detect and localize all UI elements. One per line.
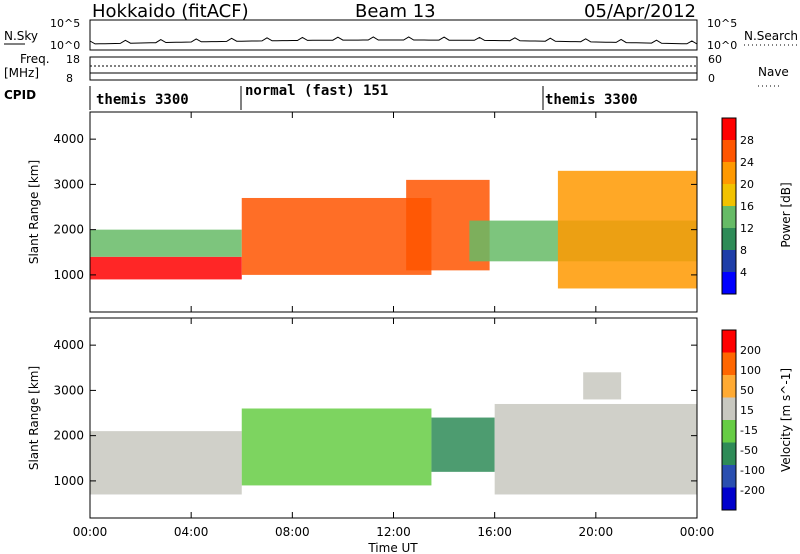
freq-label-bottom: [MHz] [4, 66, 39, 80]
station-title: Hokkaido (fitACF) [92, 1, 249, 22]
cpid-segment-1: themis 3300 [96, 92, 189, 108]
cpid-segment-3: themis 3300 [545, 92, 638, 108]
noise-trace [89, 36, 698, 45]
xtick-label-2: 08:00 [275, 525, 310, 539]
colorbar-swatch-5 [722, 375, 736, 398]
cpid-segment-2: normal (fast) 151 [245, 83, 388, 99]
velocity-ylabel: Slant Range [km] [27, 366, 41, 470]
power-yticks: 1000 2000 3000 4000 [53, 132, 697, 282]
heatmap-region-1 [90, 229, 242, 257]
xtick-label-3: 12:00 [376, 525, 411, 539]
freq-tick-bottom: 8 [66, 72, 73, 85]
heatmap-region-2 [241, 197, 432, 275]
noise-left-tick-bottom: 10^0 [50, 39, 80, 52]
colorbar-tick-6: 4 [740, 266, 747, 279]
velocity-panel: 1000 2000 3000 4000 Slant Range [km] 200 100… [27, 317, 793, 519]
nave-tick-bottom: 0 [708, 72, 715, 85]
power-ylabel: Slant Range [km] [27, 160, 41, 264]
colorbar-swatch-1 [722, 465, 736, 488]
colorbar-frame [721, 329, 737, 511]
power-colorbar: 28 24 20 16 12 8 4 [721, 117, 754, 295]
colorbar-swatch-3 [722, 206, 736, 228]
noise-right-tick-top: 10^5 [707, 17, 737, 30]
heatmap-region-5 [557, 170, 697, 289]
heatmap-region-3 [494, 403, 697, 495]
colorbar-swatch-2 [722, 442, 736, 465]
colorbar-tick-5: 8 [740, 244, 747, 257]
colorbar-tick-5: -50 [740, 444, 758, 457]
colorbar-tick-1: 24 [740, 156, 754, 169]
heatmap-region-4 [583, 372, 622, 400]
colorbar-tick-4: 12 [740, 222, 754, 235]
colorbar-tick-0: 200 [740, 344, 761, 357]
freq-tick-top: 18 [66, 53, 80, 66]
ytick-label-0: 1000 [53, 268, 84, 282]
colorbar-swatch-6 [722, 140, 736, 162]
colorbar-tick-7: -200 [740, 484, 765, 497]
ytick-label-1: 2000 [53, 429, 84, 443]
ytick-label-2: 3000 [53, 177, 84, 191]
colorbar-tick-3: 15 [740, 404, 754, 417]
noise-right-label: N.Search [744, 29, 798, 43]
beam-title: Beam 13 [355, 1, 436, 22]
noise-panel: N.Sky 10^5 10^0 10^5 10^0 N.Search [4, 17, 798, 52]
colorbar-tick-3: 16 [740, 200, 754, 213]
colorbar-swatch-4 [722, 397, 736, 420]
colorbar-swatch-7 [722, 118, 736, 140]
colorbar-swatch-0 [722, 272, 736, 294]
colorbar-tick-2: 20 [740, 178, 754, 191]
power-heatmap [90, 170, 697, 289]
velocity-heatmap [90, 372, 697, 495]
power-panel: 1000 2000 3000 4000 Slant Range [km] 28 24 20… [27, 111, 793, 313]
colorbar-swatch-7 [722, 330, 736, 353]
colorbar-swatch-6 [722, 352, 736, 375]
colorbar-swatch-2 [722, 228, 736, 250]
velocity-colorbar: 200 100 50 15 -15 -50 -100 -200 [721, 329, 765, 511]
date-title: 05/Apr/2012 [584, 1, 696, 22]
xtick-label-4: 16:00 [477, 525, 512, 539]
power-colorbar-label: Power [dB] [779, 182, 793, 247]
colorbar-tick-0: 28 [740, 134, 754, 147]
nave-label: Nave [758, 65, 789, 79]
colorbar-swatch-3 [722, 420, 736, 443]
heatmap-region-1 [241, 408, 432, 486]
velocity-colorbar-label: Velocity [m s^-1] [779, 368, 793, 472]
colorbar-frame [721, 117, 737, 295]
x-axis-ticks: 00:00 04:00 08:00 12:00 16:00 20:00 00:00 [73, 112, 715, 539]
nave-tick-top: 60 [708, 53, 722, 66]
colorbar-swatch-5 [722, 162, 736, 184]
ytick-label-3: 4000 [53, 132, 84, 146]
colorbar-swatch-1 [722, 250, 736, 272]
heatmap-region-0 [90, 256, 242, 280]
velocity-yticks: 1000 2000 3000 4000 [53, 338, 697, 488]
colorbar-swatch-0 [722, 487, 736, 510]
xtick-label-6: 00:00 [680, 525, 715, 539]
colorbar-tick-6: -100 [740, 464, 765, 477]
cpid-label: CPID [4, 88, 36, 102]
xtick-label-1: 04:00 [174, 525, 209, 539]
colorbar-tick-1: 100 [740, 364, 761, 377]
ytick-label-0: 1000 [53, 474, 84, 488]
colorbar-tick-2: 50 [740, 384, 754, 397]
noise-left-label: N.Sky [4, 29, 38, 43]
noise-left-tick-top: 10^5 [50, 17, 80, 30]
freq-label-top: Freq. [20, 52, 50, 66]
x-axis-title: Time UT [367, 541, 418, 554]
heatmap-region-0 [90, 431, 242, 495]
cpid-panel: CPID themis 3300 normal (fast) 151 themi… [4, 83, 638, 110]
xtick-label-0: 00:00 [73, 525, 108, 539]
colorbar-tick-4: -15 [740, 424, 758, 437]
freq-panel: Freq. [MHz] 18 8 60 0 Nave [4, 52, 789, 87]
colorbar-swatch-4 [722, 184, 736, 206]
ytick-label-3: 4000 [53, 338, 84, 352]
ytick-label-1: 2000 [53, 223, 84, 237]
noise-sky-line [89, 36, 698, 45]
ytick-label-2: 3000 [53, 383, 84, 397]
heatmap-region-2 [431, 417, 495, 472]
noise-right-tick-bottom: 10^0 [707, 39, 737, 52]
xtick-label-5: 20:00 [579, 525, 614, 539]
